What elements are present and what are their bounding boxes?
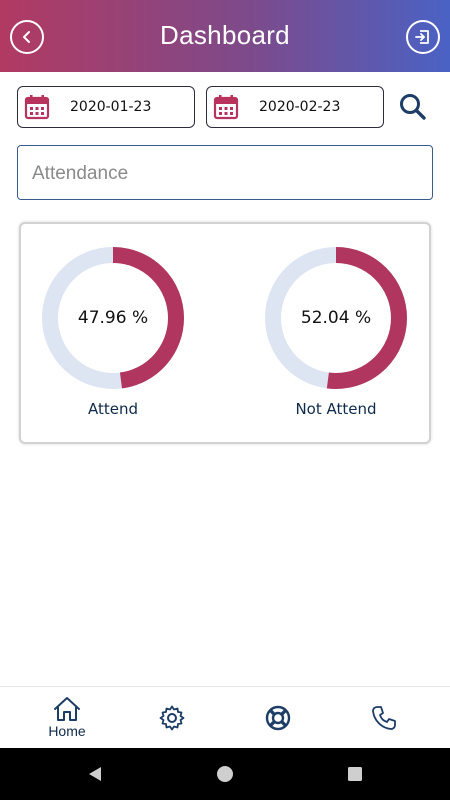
attend-label: Attend [87,400,139,418]
calendar-icon [213,95,239,120]
nav-call[interactable] [362,687,406,749]
home-icon [54,697,80,721]
from-date-field[interactable]: 2020-01-23 [17,86,195,128]
bottom-navigation: Home [0,686,450,748]
not-attend-arc [265,247,407,389]
search-icon[interactable] [398,92,428,122]
page-title: Dashboard [160,20,290,50]
nav-home[interactable]: Home [40,687,94,749]
attendance-placeholder: Attendance [32,163,129,184]
home-circle-icon[interactable] [215,764,235,784]
to-date-value: 2020-02-23 [259,99,341,115]
to-date-field[interactable]: 2020-02-23 [206,86,384,128]
logout-button[interactable] [406,20,440,54]
attend-donut: 47.96 % [41,246,185,390]
gear-icon [159,705,185,731]
not-attend-percent: 52.04 % [300,308,372,328]
nav-settings[interactable] [150,687,194,749]
logout-icon [415,30,429,44]
from-date-value: 2020-01-23 [70,99,152,115]
not-attend-donut-chart [265,247,407,389]
attendance-select[interactable]: Attendance [17,145,433,200]
attend-percent: 47.96 % [77,308,149,328]
attend-arc [42,247,184,389]
attend-donut-chart [42,247,184,389]
back-button[interactable] [10,20,44,54]
nav-home-label: Home [48,723,86,739]
chevron-left-icon [23,31,30,43]
nav-support[interactable] [256,687,300,749]
not-attend-donut: 52.04 % [264,246,408,390]
not-attend-label: Not Attend [295,400,377,418]
phone-icon [372,706,396,730]
recents-square-icon[interactable] [345,764,365,784]
attendance-summary-card: 47.96 % Attend 52.04 % Not Attend [19,222,431,444]
system-navigation-bar [0,748,450,800]
lifebuoy-icon [265,705,291,731]
calendar-icon [24,95,50,120]
back-triangle-icon[interactable] [85,764,105,784]
app-header: Dashboard [0,0,450,72]
